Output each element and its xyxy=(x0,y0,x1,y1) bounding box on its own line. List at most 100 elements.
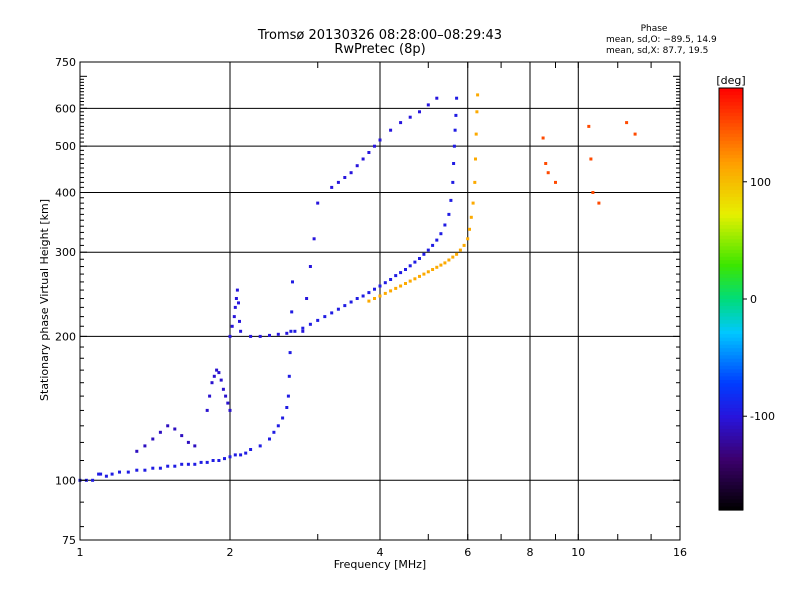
colorbar-segment xyxy=(719,411,743,416)
colorbar-segment xyxy=(719,260,743,265)
colorbar-segment xyxy=(719,344,743,349)
data-point xyxy=(408,279,412,283)
x-tick-label: 10 xyxy=(571,546,585,559)
data-point xyxy=(378,284,382,288)
data-point xyxy=(349,300,353,304)
data-point xyxy=(180,434,184,438)
data-point xyxy=(455,96,459,100)
data-point xyxy=(404,268,407,271)
data-point xyxy=(413,260,417,264)
data-points xyxy=(78,93,637,482)
x-tick-label: 2 xyxy=(227,546,234,559)
colorbar-segment xyxy=(719,341,743,346)
colorbar-segment xyxy=(719,481,743,486)
colorbar-segment xyxy=(719,355,743,360)
data-point xyxy=(336,180,340,184)
data-point xyxy=(473,180,477,184)
colorbar-segment xyxy=(719,182,743,188)
colorbar-segment xyxy=(719,147,743,152)
colorbar-segment xyxy=(719,415,743,420)
data-point xyxy=(212,374,216,378)
data-point xyxy=(91,478,95,482)
colorbar-segment xyxy=(719,453,743,458)
colorbar-segment xyxy=(719,502,743,508)
data-point xyxy=(476,93,480,97)
colorbar-segment xyxy=(719,291,743,297)
colorbar-segment xyxy=(719,154,743,159)
colorbar-segment xyxy=(719,102,743,107)
colorbar-tick-label: 100 xyxy=(750,176,771,189)
data-point xyxy=(287,374,291,378)
data-point xyxy=(281,416,285,420)
colorbar-segment xyxy=(719,172,743,177)
colorbar-segment xyxy=(719,267,743,272)
data-point xyxy=(276,424,280,428)
colorbar-segment xyxy=(719,323,743,328)
colorbar-segment xyxy=(719,429,743,434)
data-point xyxy=(468,227,471,231)
colorbar-segment xyxy=(719,506,743,511)
colorbar-segment xyxy=(719,369,743,374)
colorbar-segment xyxy=(719,200,743,205)
data-point xyxy=(293,329,297,333)
data-point xyxy=(597,201,601,205)
data-point xyxy=(285,331,289,335)
data-point xyxy=(239,453,243,457)
data-point xyxy=(633,132,637,136)
data-point xyxy=(199,460,203,464)
colorbar-segment xyxy=(719,158,743,163)
data-point xyxy=(301,329,305,333)
data-point xyxy=(211,459,215,462)
data-point xyxy=(451,180,455,184)
data-point xyxy=(469,215,473,219)
colorbar-segment xyxy=(719,228,743,233)
colorbar-segment xyxy=(719,309,743,314)
data-point xyxy=(435,238,439,242)
colorbar-segment xyxy=(719,460,743,465)
data-point xyxy=(349,171,353,175)
colorbar-segment xyxy=(719,123,743,128)
data-point xyxy=(431,243,435,247)
data-point xyxy=(471,201,475,205)
colorbar-segment xyxy=(719,471,743,476)
colorbar-segment xyxy=(719,246,743,251)
y-tick-label: 400 xyxy=(55,186,76,199)
data-point xyxy=(228,455,232,459)
colorbar-segment xyxy=(719,379,743,384)
colorbar-tick-label: 0 xyxy=(750,293,757,306)
data-point xyxy=(435,96,439,100)
colorbar-segment xyxy=(719,393,743,399)
colorbar-segment xyxy=(719,109,743,114)
data-point xyxy=(110,472,114,476)
data-point xyxy=(186,440,190,444)
data-point xyxy=(151,466,155,470)
data-point xyxy=(173,464,177,468)
data-point xyxy=(426,270,430,274)
colorbar-segment xyxy=(719,242,743,247)
data-point xyxy=(238,319,241,323)
data-point xyxy=(378,138,382,142)
data-point xyxy=(272,430,276,434)
data-point xyxy=(289,329,293,333)
data-point xyxy=(221,387,225,391)
data-point xyxy=(210,381,214,385)
data-point xyxy=(475,110,479,114)
colorbar-segment xyxy=(719,218,743,223)
data-point xyxy=(367,151,371,154)
x-tick-label: 4 xyxy=(377,546,384,559)
data-point xyxy=(546,171,550,175)
colorbar-segment xyxy=(719,351,743,356)
colorbar-segment xyxy=(719,306,743,311)
colorbar-segment xyxy=(719,197,743,202)
data-point xyxy=(426,248,430,252)
colorbar-segment xyxy=(719,130,743,135)
data-point xyxy=(453,128,457,132)
colorbar-segment xyxy=(719,211,743,216)
data-point xyxy=(312,237,316,241)
data-point xyxy=(389,278,393,281)
data-point xyxy=(233,453,237,457)
colorbar-segment xyxy=(719,137,743,142)
colorbar-segment xyxy=(719,119,743,124)
colorbar-segment xyxy=(719,418,743,423)
